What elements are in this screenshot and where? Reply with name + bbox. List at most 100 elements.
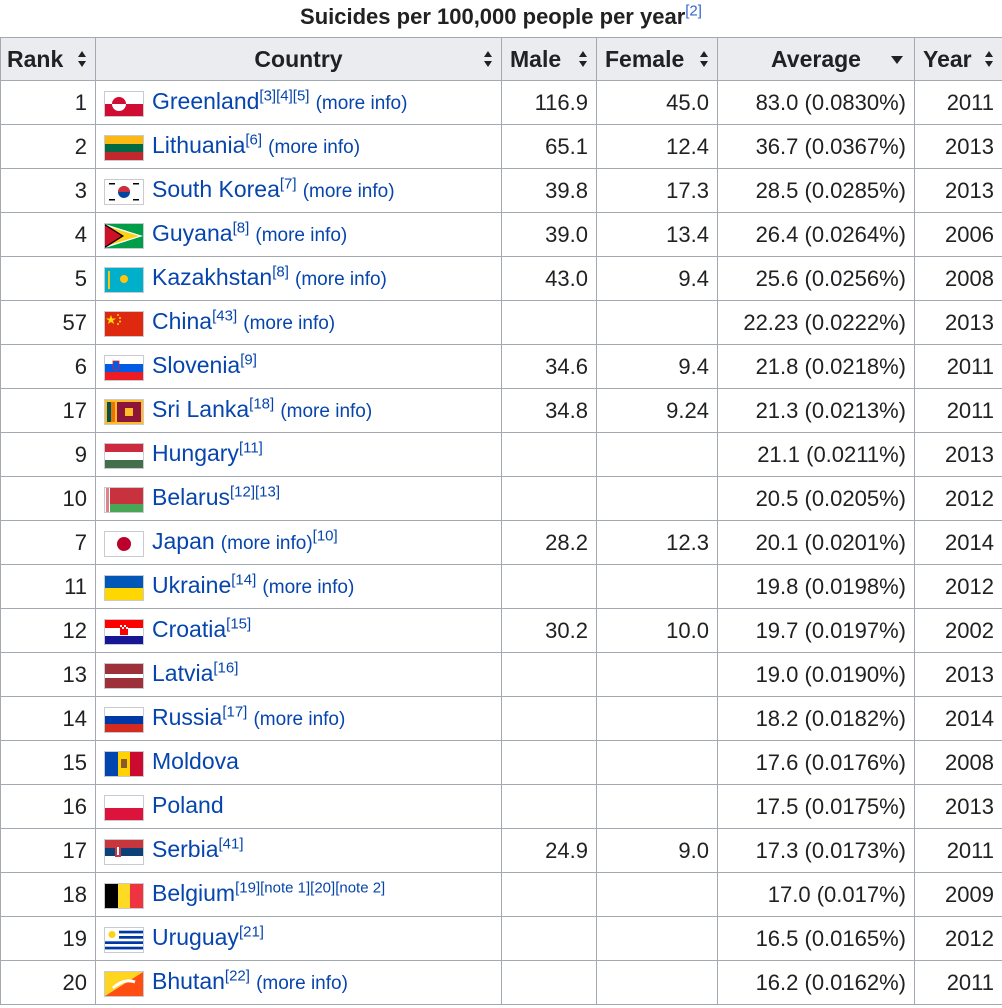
country-link[interactable]: Belgium (152, 880, 236, 907)
country-link[interactable]: Latvia (152, 660, 214, 687)
flag-croatia-icon (104, 618, 144, 645)
flag-russia-icon (104, 706, 144, 733)
country-link[interactable]: Uruguay (152, 924, 239, 951)
rank-cell: 5 (0, 256, 96, 301)
year-cell: 2002 (914, 608, 1002, 653)
more-info-link[interactable]: (more info) (243, 313, 335, 334)
country-link[interactable]: Guyana (152, 220, 233, 247)
citation-link[interactable]: [16] (213, 660, 239, 678)
average-cell: 17.3 (0.0173%) (717, 828, 915, 873)
citation-link[interactable]: [17] (222, 704, 248, 722)
table-row: 18 Belgium[19][note 1][20][note 2] 17.0 … (0, 872, 1002, 917)
more-info-text[interactable]: (more info) (315, 93, 408, 115)
citation-link[interactable]: [19][note 1][20][note 2] (235, 880, 386, 898)
more-info-link[interactable]: (more info) (303, 181, 395, 202)
year-cell: 2014 (914, 696, 1002, 741)
citation-link[interactable]: [9] (240, 352, 257, 370)
country-link[interactable]: Japan (152, 528, 215, 555)
country-link[interactable]: Sri Lanka (152, 396, 250, 423)
header-male[interactable]: Male (501, 37, 597, 81)
table-row: 2 Lithuania[6] (more info) 65.1 12.4 36.… (0, 124, 1002, 169)
country-link[interactable]: Greenland (152, 88, 260, 115)
country-link[interactable]: Russia (152, 704, 223, 731)
flag-japan-icon (104, 530, 144, 557)
country-link[interactable]: Slovenia (152, 352, 241, 379)
more-info-link[interactable]: (more info) (255, 225, 347, 246)
citation-link[interactable]: [6] (245, 132, 263, 150)
more-info-text[interactable]: (more info) (268, 137, 361, 159)
average-cell: 28.5 (0.0285%) (717, 168, 915, 213)
more-info-link[interactable]: (more info) (295, 269, 387, 290)
more-info-text[interactable]: (more info) (262, 577, 355, 599)
citation-link[interactable]: [22] (224, 968, 250, 986)
more-info-text[interactable]: (more info) (295, 269, 387, 291)
more-info-link[interactable]: (more info) (262, 577, 354, 598)
more-info-text[interactable]: (more info) (256, 973, 348, 995)
year-cell: 2013 (914, 652, 1002, 697)
more-info-text[interactable]: (more info) (220, 533, 313, 555)
sort-both-icon[interactable] (578, 50, 588, 68)
header-average[interactable]: Average (717, 37, 915, 81)
more-info-link[interactable]: (more info) (316, 93, 408, 114)
citation-link[interactable]: [18] (249, 396, 275, 414)
more-info-link[interactable]: (more info) (221, 533, 313, 554)
more-info-text[interactable]: (more info) (253, 709, 346, 731)
citation-link[interactable]: [12][13] (229, 484, 281, 502)
citation-link[interactable]: [7] (279, 176, 297, 194)
table-row: 16 Poland 17.5 (0.0175%) 2013 (0, 784, 1002, 829)
more-info-link[interactable]: (more info) (268, 137, 360, 158)
more-info-text[interactable]: (more info) (243, 313, 336, 335)
country-link[interactable]: Kazakhstan (152, 264, 273, 291)
more-info-link[interactable]: (more info) (280, 401, 372, 422)
more-info-text[interactable]: (more info) (302, 181, 395, 203)
table-row: 12 Croatia[15] 30.2 10.0 19.7 (0.0197%) … (0, 608, 1002, 653)
male-cell: 30.2 (501, 608, 597, 653)
flag-latvia-icon (104, 662, 144, 689)
country-link[interactable]: Belarus (152, 484, 230, 511)
header-country[interactable]: Country (95, 37, 502, 81)
sort-descending-icon[interactable] (890, 50, 904, 68)
country-link[interactable]: Hungary (152, 440, 239, 467)
citation-link[interactable]: [14] (231, 572, 257, 590)
caption-text: Suicides per 100,000 people per year (300, 4, 686, 29)
country-link[interactable]: Moldova (152, 748, 239, 775)
header-female[interactable]: Female (596, 37, 718, 81)
country-link[interactable]: Ukraine (152, 572, 232, 599)
citation-link[interactable]: [43] (212, 308, 238, 326)
country-link[interactable]: Bhutan (152, 968, 225, 995)
flag-serbia-icon (104, 838, 144, 865)
country-link[interactable]: Serbia (152, 836, 219, 863)
citation-link[interactable]: [3][4][5] (259, 88, 310, 106)
country-link[interactable]: Croatia (152, 616, 227, 643)
header-rank[interactable]: Rank (0, 37, 96, 81)
more-info-text[interactable]: (more info) (255, 225, 348, 247)
citation-link[interactable]: [15] (226, 616, 252, 634)
sort-both-icon[interactable] (483, 50, 493, 68)
caption-ref-link[interactable]: [2] (685, 2, 702, 20)
citation-link[interactable]: [10] (312, 528, 338, 546)
country-link[interactable]: China (152, 308, 213, 335)
more-info-link[interactable]: (more info) (253, 709, 345, 730)
citation-link[interactable]: [8] (272, 264, 289, 282)
rank-cell: 1 (0, 80, 96, 125)
citation-link[interactable]: [41] (218, 836, 244, 854)
average-cell: 26.4 (0.0264%) (717, 212, 915, 257)
sort-both-icon[interactable] (984, 50, 994, 68)
sort-both-icon[interactable] (77, 50, 87, 68)
header-male-label: Male (510, 45, 562, 72)
citation-link[interactable]: [11] (238, 440, 263, 458)
more-info-link[interactable]: (more info) (256, 973, 348, 994)
header-year[interactable]: Year (914, 37, 1002, 81)
more-info-text[interactable]: (more info) (280, 401, 373, 423)
year-cell: 2013 (914, 300, 1002, 345)
country-link[interactable]: Poland (152, 792, 224, 819)
sort-both-icon[interactable] (699, 50, 709, 68)
table-row: 14 Russia[17] (more info) 18.2 (0.0182%)… (0, 696, 1002, 741)
citation-link[interactable]: [21] (238, 924, 264, 942)
table-row: 9 Hungary[11] 21.1 (0.0211%) 2013 (0, 432, 1002, 477)
country-link[interactable]: Lithuania (152, 132, 246, 159)
citation-link[interactable]: [8] (232, 220, 250, 238)
female-cell (596, 784, 718, 829)
country-link[interactable]: South Korea (152, 176, 280, 203)
flag-belarus-icon (104, 486, 144, 513)
